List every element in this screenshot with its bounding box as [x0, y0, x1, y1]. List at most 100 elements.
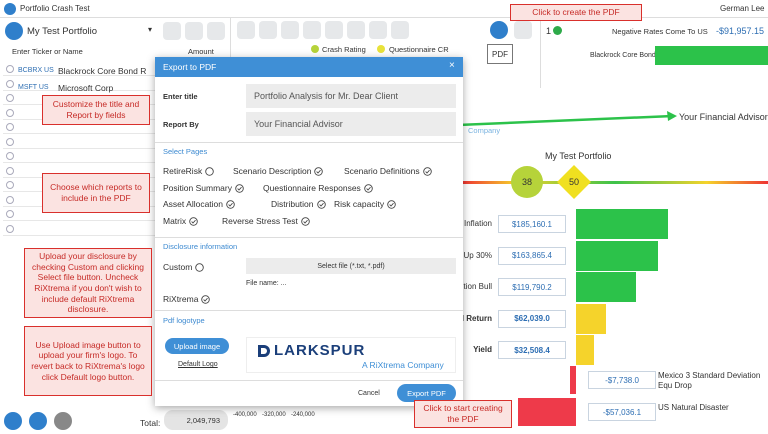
- remove-icon[interactable]: [6, 181, 14, 189]
- option-label[interactable]: Scenario Description: [233, 166, 312, 176]
- option-label[interactable]: Risk capacity: [334, 199, 385, 209]
- scenario-bar: [576, 209, 668, 239]
- tool-button[interactable]: [303, 21, 321, 39]
- file-name: File name: ...: [246, 280, 287, 287]
- save-button[interactable]: [54, 412, 72, 430]
- holding-row[interactable]: [3, 208, 227, 221]
- ticker-input[interactable]: Enter Ticker or Name: [12, 47, 83, 56]
- remove-icon[interactable]: [6, 166, 14, 175]
- questionnaire-rating: Questionnaire CR: [389, 45, 449, 54]
- option-label[interactable]: Position Summary: [163, 183, 232, 193]
- unchecked-icon[interactable]: [205, 167, 214, 176]
- tool-button[interactable]: [391, 21, 409, 39]
- upload-image-button[interactable]: Upload image: [165, 338, 229, 354]
- checked-icon[interactable]: [364, 184, 373, 193]
- add-button[interactable]: [4, 412, 22, 430]
- remove-icon[interactable]: [6, 195, 14, 204]
- title-input[interactable]: Portfolio Analysis for Mr. Dear Client: [246, 84, 456, 108]
- holding-row[interactable]: [3, 78, 227, 91]
- option-label[interactable]: RiXtrema: [163, 294, 199, 304]
- axis-label: -320,000: [262, 412, 286, 418]
- unchecked-icon[interactable]: [195, 263, 204, 272]
- holding-name: Microsoft Corp: [58, 83, 114, 93]
- option-label[interactable]: Scenario Definitions: [344, 166, 420, 176]
- close-button[interactable]: ×: [449, 60, 455, 71]
- tool-button[interactable]: [163, 22, 181, 40]
- tool-button[interactable]: [237, 21, 255, 39]
- report-by-input[interactable]: Your Financial Advisor: [246, 112, 456, 136]
- dialog-title: Export to PDF: [163, 62, 217, 72]
- app-logo: [4, 3, 16, 15]
- holding-row[interactable]: [3, 63, 227, 76]
- option-label[interactable]: RetireRisk: [163, 166, 203, 176]
- section-heading: Disclosure information: [163, 242, 238, 251]
- dialog-header: [155, 57, 463, 77]
- checked-icon[interactable]: [314, 167, 323, 176]
- remove-icon[interactable]: [6, 79, 14, 88]
- import-button[interactable]: [29, 412, 47, 430]
- holding-row[interactable]: [3, 150, 227, 163]
- option-label[interactable]: Asset Allocation: [163, 199, 224, 209]
- checked-icon[interactable]: [317, 200, 326, 209]
- title-label: Enter title: [163, 92, 198, 101]
- checked-icon[interactable]: [201, 295, 210, 304]
- remove-icon[interactable]: [6, 210, 14, 218]
- export-button[interactable]: Export PDF: [397, 384, 456, 402]
- remove-icon[interactable]: [6, 152, 14, 160]
- checked-icon[interactable]: [301, 217, 310, 226]
- tool-button[interactable]: [325, 21, 343, 39]
- tool-button[interactable]: [207, 22, 225, 40]
- select-file-button[interactable]: Select file (*.txt, *.pdf): [246, 258, 456, 274]
- holding-row[interactable]: [3, 121, 227, 134]
- remove-icon[interactable]: [6, 137, 14, 146]
- scenario-bar: [576, 272, 636, 302]
- holding-ticker: BCBRX US: [18, 67, 54, 74]
- scenario-label: Up 30%: [463, 250, 492, 260]
- remove-icon[interactable]: [6, 123, 14, 131]
- holding-row[interactable]: [3, 223, 227, 236]
- checked-icon[interactable]: [189, 217, 198, 226]
- remove-icon[interactable]: [6, 224, 14, 233]
- holding-name: Blackrock Core Bond R: [590, 52, 663, 59]
- callout: Choose which reports to include in the P…: [42, 173, 150, 213]
- checked-icon[interactable]: [423, 167, 432, 176]
- section-heading: Select Pages: [163, 147, 208, 156]
- axis-label: -400,000: [233, 412, 257, 418]
- pdf-button[interactable]: [490, 21, 508, 39]
- scenario-label: Inflation: [463, 219, 492, 228]
- menu-button[interactable]: [5, 22, 23, 40]
- scenario-label: d Return: [459, 313, 492, 323]
- cancel-button[interactable]: Cancel: [358, 390, 380, 397]
- checked-icon[interactable]: [235, 184, 244, 193]
- checked-icon[interactable]: [226, 200, 235, 209]
- callout: Upload your disclosure by checking Custo…: [24, 248, 152, 318]
- tool-button[interactable]: [369, 21, 387, 39]
- logo-name: LARKSPUR: [274, 342, 366, 359]
- portfolio-name[interactable]: My Test Portfolio: [27, 26, 98, 37]
- tool-button[interactable]: [347, 21, 365, 39]
- amount-header: Amount: [188, 47, 214, 56]
- option-label[interactable]: Distribution: [271, 199, 314, 209]
- callout: Click to create the PDF: [510, 4, 642, 21]
- remove-icon[interactable]: [6, 65, 14, 73]
- option-label[interactable]: Reverse Stress Test: [222, 216, 298, 226]
- scenario-bar: [655, 46, 768, 65]
- loss-bar: [570, 366, 576, 394]
- checked-icon[interactable]: [387, 200, 396, 209]
- tool-button[interactable]: [185, 22, 203, 40]
- settings-button[interactable]: [514, 21, 532, 39]
- default-logo-link[interactable]: Default Logo: [178, 361, 218, 368]
- option-label[interactable]: Custom: [163, 262, 193, 272]
- user-menu[interactable]: German Lee: [720, 4, 765, 13]
- tool-button[interactable]: [259, 21, 277, 39]
- scenario-label: tion Bull: [463, 282, 492, 291]
- advisor-name: Your Financial Advisor (0: [679, 112, 768, 122]
- tool-button[interactable]: [281, 21, 299, 39]
- holding-row[interactable]: [3, 136, 227, 149]
- option-label[interactable]: Matrix: [163, 216, 187, 226]
- option-label[interactable]: Questionnaire Responses: [263, 183, 361, 193]
- remove-icon[interactable]: [6, 94, 14, 102]
- logo-tagline: A RiXtrema Company: [362, 360, 444, 370]
- remove-icon[interactable]: [6, 108, 14, 117]
